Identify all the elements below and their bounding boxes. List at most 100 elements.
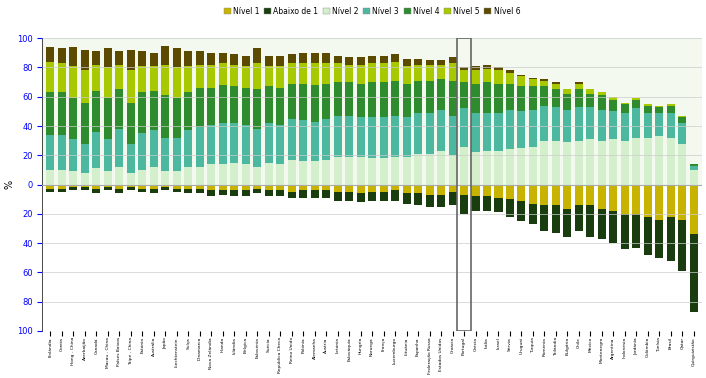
Bar bbox=[241, 88, 250, 125]
Bar bbox=[426, 195, 433, 206]
Bar bbox=[529, 204, 537, 224]
Bar bbox=[161, 184, 169, 187]
Bar bbox=[621, 184, 629, 214]
Bar bbox=[311, 85, 318, 122]
Bar bbox=[92, 91, 100, 132]
Bar bbox=[184, 184, 192, 189]
Bar bbox=[563, 184, 571, 209]
Bar bbox=[150, 66, 158, 91]
Bar bbox=[483, 65, 491, 69]
Bar bbox=[115, 189, 124, 194]
Bar bbox=[402, 84, 411, 117]
Bar bbox=[655, 184, 664, 220]
Bar bbox=[402, 157, 411, 184]
Bar bbox=[196, 184, 204, 189]
Bar bbox=[460, 147, 468, 184]
Bar bbox=[299, 191, 307, 198]
Bar bbox=[150, 189, 158, 194]
Bar bbox=[127, 144, 135, 173]
Bar bbox=[655, 107, 664, 113]
Bar bbox=[230, 184, 239, 191]
Bar bbox=[391, 62, 399, 81]
Bar bbox=[357, 117, 365, 157]
Bar bbox=[138, 92, 146, 133]
Bar bbox=[529, 110, 537, 147]
Bar bbox=[345, 184, 353, 192]
Bar bbox=[552, 82, 560, 84]
Bar bbox=[587, 205, 594, 237]
Bar bbox=[483, 151, 491, 184]
Bar bbox=[150, 53, 158, 66]
Bar bbox=[587, 107, 594, 139]
Bar bbox=[230, 87, 239, 123]
Bar bbox=[241, 66, 250, 88]
Bar bbox=[230, 123, 239, 163]
Bar bbox=[690, 234, 698, 312]
Bar bbox=[483, 196, 491, 211]
Bar bbox=[587, 94, 594, 107]
Bar bbox=[391, 81, 399, 116]
Bar bbox=[609, 112, 617, 139]
Bar bbox=[644, 138, 652, 184]
Bar bbox=[81, 102, 89, 144]
Bar bbox=[472, 70, 479, 84]
Bar bbox=[345, 65, 353, 82]
Bar bbox=[253, 48, 261, 63]
Bar bbox=[414, 194, 422, 205]
Bar bbox=[633, 108, 640, 138]
Bar bbox=[598, 92, 606, 95]
Bar bbox=[529, 184, 537, 204]
Bar bbox=[575, 84, 583, 90]
Bar bbox=[115, 184, 124, 189]
Bar bbox=[173, 48, 181, 67]
Bar bbox=[472, 184, 479, 196]
Bar bbox=[196, 127, 204, 167]
Bar bbox=[563, 142, 571, 184]
Bar bbox=[380, 82, 388, 117]
Bar bbox=[437, 60, 445, 65]
Bar bbox=[196, 88, 204, 127]
Bar bbox=[241, 191, 250, 196]
Bar bbox=[644, 104, 652, 105]
Bar bbox=[219, 164, 227, 184]
Bar bbox=[598, 184, 606, 209]
Bar bbox=[633, 100, 640, 108]
Bar bbox=[299, 120, 307, 161]
Bar bbox=[299, 84, 307, 120]
Bar bbox=[150, 91, 158, 130]
Bar bbox=[437, 79, 445, 110]
Bar bbox=[196, 51, 204, 65]
Bar bbox=[81, 70, 89, 102]
Bar bbox=[426, 65, 433, 81]
Bar bbox=[253, 63, 261, 90]
Bar bbox=[666, 105, 675, 113]
Bar bbox=[311, 161, 318, 184]
Bar bbox=[437, 65, 445, 79]
Bar bbox=[173, 98, 181, 138]
Bar bbox=[276, 184, 285, 191]
Bar bbox=[690, 166, 698, 170]
Bar bbox=[322, 53, 330, 63]
Bar bbox=[334, 63, 342, 82]
Bar bbox=[69, 184, 78, 187]
Bar bbox=[552, 205, 560, 233]
Bar bbox=[598, 95, 606, 110]
Bar bbox=[563, 110, 571, 142]
Bar bbox=[494, 113, 503, 151]
Bar bbox=[58, 48, 66, 63]
Bar bbox=[357, 57, 365, 65]
Bar bbox=[161, 187, 169, 191]
Bar bbox=[494, 151, 503, 184]
Bar bbox=[322, 63, 330, 84]
Bar bbox=[322, 184, 330, 191]
Bar bbox=[345, 192, 353, 201]
Bar bbox=[184, 51, 192, 66]
Bar bbox=[655, 113, 664, 136]
Bar bbox=[69, 66, 78, 98]
Bar bbox=[380, 192, 388, 201]
Bar bbox=[265, 123, 273, 163]
Bar bbox=[483, 184, 491, 196]
Bar bbox=[219, 63, 227, 85]
Bar bbox=[138, 133, 146, 170]
Bar bbox=[598, 110, 606, 141]
